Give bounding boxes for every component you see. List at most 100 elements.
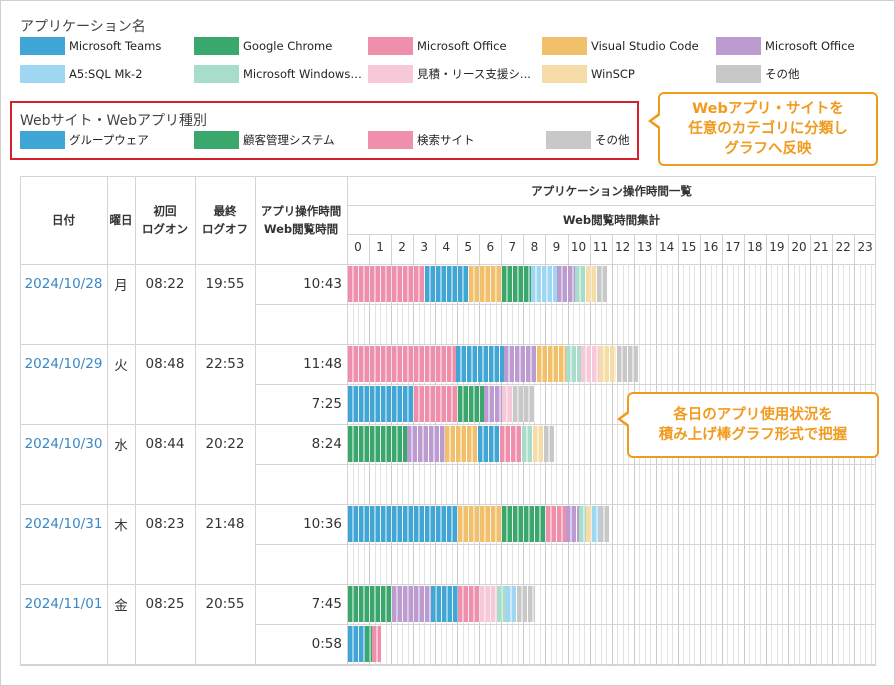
grid-line bbox=[788, 234, 789, 264]
time-gridline bbox=[821, 264, 823, 666]
row-web-time bbox=[255, 464, 347, 504]
time-gridline bbox=[429, 264, 431, 666]
header-web-summary: Web閲覧時間集計 bbox=[562, 212, 661, 227]
time-gridline bbox=[517, 264, 519, 666]
time-gridline bbox=[523, 264, 525, 666]
hour-label: 7 bbox=[508, 240, 517, 254]
hour-label: 18 bbox=[747, 240, 763, 254]
time-gridline bbox=[462, 264, 464, 666]
app-usage-bar-segment bbox=[585, 506, 593, 542]
app-legend-item: Google Chrome bbox=[194, 37, 332, 55]
time-gridline bbox=[391, 264, 393, 666]
app-legend-item: Microsoft Office bbox=[716, 37, 855, 55]
grid-line bbox=[347, 205, 876, 206]
legend-swatch bbox=[194, 65, 239, 83]
app-usage-bar-segment bbox=[579, 506, 586, 542]
grid-line bbox=[20, 176, 21, 666]
row-date-link[interactable]: 2024/10/30 bbox=[24, 436, 103, 452]
time-gridline bbox=[661, 264, 663, 666]
legend-label: Microsoft Office bbox=[765, 39, 855, 53]
time-gridline bbox=[457, 264, 459, 666]
app-usage-bar-segment bbox=[506, 586, 518, 622]
grid-line bbox=[611, 234, 613, 264]
time-gridline bbox=[870, 264, 872, 666]
time-gridline bbox=[468, 264, 470, 666]
grid-line bbox=[347, 234, 876, 235]
callout-categorize-line: 任意のカテゴリに分類し bbox=[688, 121, 848, 137]
hour-label: 22 bbox=[835, 240, 851, 254]
hour-label: 0 bbox=[354, 240, 362, 254]
time-gridline bbox=[556, 264, 558, 666]
time-gridline bbox=[837, 264, 839, 666]
time-gridline bbox=[765, 264, 767, 666]
grid-line bbox=[721, 234, 723, 264]
app-usage-bar-segment bbox=[530, 266, 557, 302]
time-gridline bbox=[683, 264, 685, 666]
web-usage-bar-segment bbox=[347, 626, 366, 662]
time-gridline bbox=[788, 264, 789, 666]
row-date-link[interactable]: 2024/11/01 bbox=[24, 596, 103, 612]
time-gridline bbox=[633, 264, 635, 666]
grid-line bbox=[255, 624, 876, 625]
time-gridline bbox=[385, 264, 387, 666]
grid-line bbox=[832, 234, 834, 264]
web-legend-item: その他 bbox=[546, 131, 630, 149]
web-usage-bar-segment bbox=[365, 626, 372, 662]
time-gridline bbox=[832, 264, 834, 666]
grid-line bbox=[135, 176, 136, 666]
time-gridline bbox=[776, 264, 778, 666]
web-usage-bar-segment bbox=[501, 386, 513, 422]
grid-line bbox=[545, 234, 547, 264]
app-usage-bar-segment bbox=[521, 426, 533, 462]
row-date-link[interactable]: 2024/10/31 bbox=[24, 516, 103, 532]
legend-swatch bbox=[368, 37, 413, 55]
app-legend-item: Microsoft Office bbox=[368, 37, 507, 55]
row-date-link[interactable]: 2024/10/28 bbox=[24, 276, 103, 292]
time-gridline bbox=[644, 264, 646, 666]
app-usage-bar-segment bbox=[543, 426, 555, 462]
row-first-logon: 08:44 bbox=[145, 436, 185, 452]
hour-label: 16 bbox=[703, 240, 719, 254]
row-date-link[interactable]: 2024/10/29 bbox=[24, 356, 103, 372]
callout-categorize-line: Webアプリ・サイトを bbox=[692, 101, 844, 117]
grid-line bbox=[20, 584, 876, 585]
grid-line bbox=[195, 176, 196, 666]
grid-line bbox=[501, 234, 503, 264]
app-usage-bar-segment bbox=[347, 346, 456, 382]
row-first-logon: 08:25 bbox=[145, 596, 185, 612]
time-gridline bbox=[545, 264, 547, 666]
time-gridline bbox=[479, 264, 481, 666]
hour-label: 14 bbox=[659, 240, 675, 254]
app-usage-bar-segment bbox=[592, 506, 599, 542]
app-legend-item: その他 bbox=[716, 65, 800, 83]
grid-line bbox=[765, 234, 767, 264]
time-gridline bbox=[716, 264, 718, 666]
row-last-logoff: 19:55 bbox=[205, 276, 245, 292]
app-usage-bar-segment bbox=[574, 266, 586, 302]
legend-swatch bbox=[716, 37, 761, 55]
time-gridline bbox=[699, 264, 701, 666]
time-gridline bbox=[771, 264, 773, 666]
grid-line bbox=[255, 464, 876, 465]
header-last-logoff-line2: ログオフ bbox=[202, 222, 248, 236]
grid-line bbox=[854, 234, 856, 264]
time-gridline bbox=[451, 264, 453, 666]
time-gridline bbox=[655, 264, 657, 666]
app-usage-bar-segment bbox=[545, 506, 566, 542]
web-legend-title: Webサイト・Webアプリ種別 bbox=[20, 113, 208, 129]
legend-label: WinSCP bbox=[591, 67, 635, 81]
time-gridline bbox=[573, 264, 574, 666]
header-app-time: アプリ操作時間 bbox=[260, 204, 342, 218]
app-legend-title: アプリケーション名 bbox=[20, 19, 146, 35]
legend-swatch bbox=[368, 131, 413, 149]
app-usage-bar-segment bbox=[537, 346, 566, 382]
row-app-time: 11:48 bbox=[303, 356, 342, 372]
time-gridline bbox=[495, 264, 497, 666]
callout-stacked-bars: 各日のアプリ使用状況を 積み上げ棒グラフ形式で把握 bbox=[617, 392, 879, 458]
grid-line bbox=[589, 234, 591, 264]
legend-label: 顧客管理システム bbox=[243, 133, 335, 147]
grid-line bbox=[255, 544, 876, 545]
row-weekday: 火 bbox=[114, 358, 128, 374]
header-last-logoff: 最終 ログオフ bbox=[195, 176, 255, 264]
header-web-time: Web閲覧時間 bbox=[263, 222, 339, 236]
